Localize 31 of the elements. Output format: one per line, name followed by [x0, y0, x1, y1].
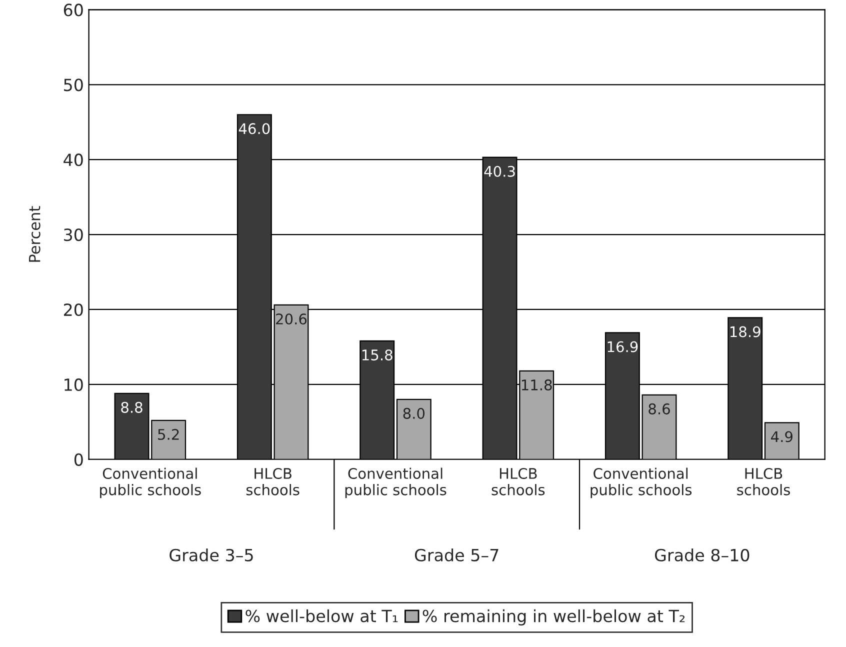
x-tick-label: Conventional public schools: [100, 468, 201, 498]
legend-label: % remaining in well-below at T₂: [422, 609, 685, 626]
data-label: 15.8: [362, 349, 392, 360]
data-label: 8.6: [648, 403, 670, 414]
y-tick-label: 40: [64, 154, 83, 166]
text: Grade 5–7: [414, 548, 498, 562]
data-label: 11.8: [522, 379, 552, 390]
y-tick-label: 0: [74, 453, 83, 466]
data-label: 46.0: [238, 123, 270, 134]
x-tick-label: Conventional public schools: [345, 468, 446, 498]
y-tick-label: 60: [64, 4, 83, 16]
text: Grade 8–10: [654, 548, 750, 562]
y-tick-label: 20: [64, 303, 83, 316]
data-label: 40.3: [484, 166, 515, 177]
data-label: 4.9: [771, 431, 792, 442]
data-label: 18.9: [730, 326, 760, 338]
y-tick-label: 10: [64, 378, 83, 391]
x-tick-label: Conventional public schools: [590, 468, 692, 498]
text: Grade 3–5: [170, 548, 253, 562]
y-tick-label: 50: [64, 78, 83, 92]
y-axis-title: Percent: [29, 206, 40, 262]
data-label: 20.6: [276, 313, 307, 325]
data-label: 16.9: [608, 341, 638, 352]
y-tick-label: 30: [64, 228, 83, 242]
data-label: 5.2: [158, 428, 179, 440]
x-tick-label: HLCB schools: [492, 468, 545, 496]
data-label: 8.8: [121, 402, 142, 413]
x-tick-label: HLCB schools: [737, 468, 790, 496]
data-label: 8.0: [403, 408, 425, 419]
legend-label: % well-below at T₁: [246, 609, 398, 622]
x-tick-label: HLCB schools: [246, 468, 300, 496]
